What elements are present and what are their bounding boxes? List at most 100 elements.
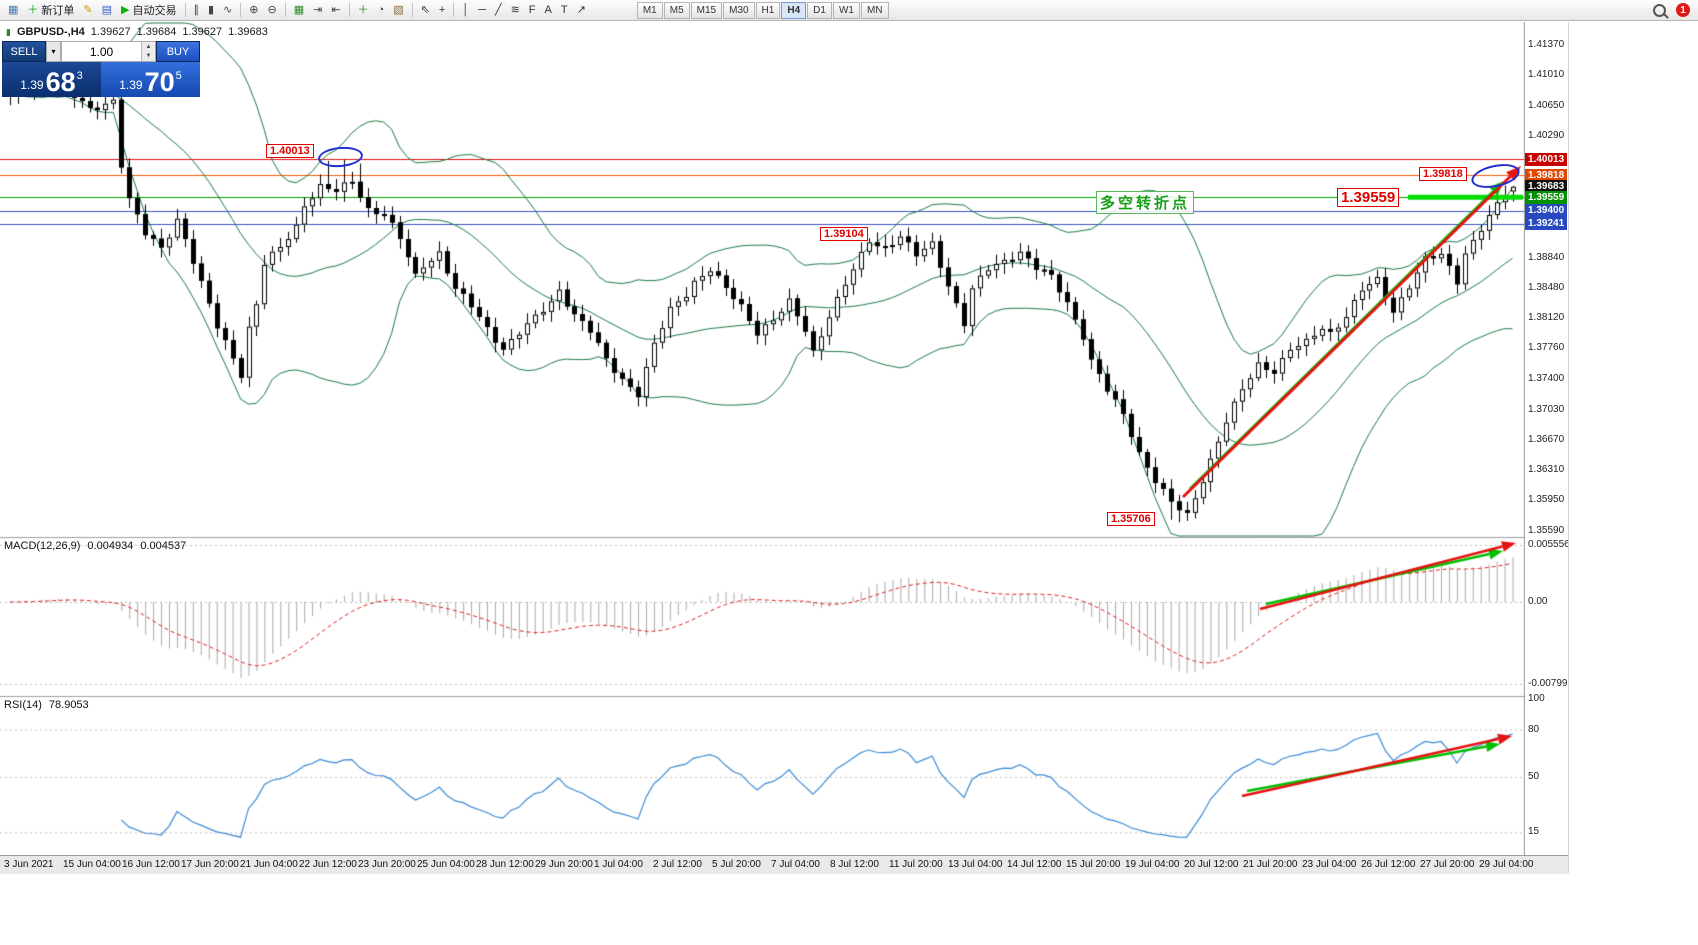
price-annotation-box[interactable]: 1.39104 [820,227,868,241]
market-watch-icon[interactable]: ▤ [98,1,116,19]
zoom-out-icon[interactable]: ⊖ [264,1,281,19]
buy-price-pips: 70 [144,67,175,97]
price-annotation-box[interactable]: 1.39818 [1419,167,1467,181]
buy-price-display[interactable]: 1.39 70 5 [101,62,200,97]
zoom-in-icon[interactable]: ⊕ [245,1,262,19]
time-label: 16 Jun 12:00 [122,859,180,870]
price-tick: 1.38480 [1528,281,1565,293]
timeframe-m1[interactable]: M1 [636,1,663,19]
price-tick: 1.40650 [1528,99,1565,111]
price-tick: 1.35590 [1528,524,1565,536]
macd-indicator-label: MACD(12,26,9) 0.004934 0.004537 [4,540,186,552]
macd-value-main: 0.004934 [87,540,134,552]
time-label: 29 Jun 20:00 [535,859,593,870]
metaeditor-icon[interactable]: ✎ [79,1,96,19]
price-tick: 1.38120 [1528,312,1565,324]
time-label: 11 Jul 20:00 [889,859,943,870]
volume-input[interactable] [62,42,141,61]
toolbar-separator [348,3,350,17]
price-annotation-box[interactable]: 1.39559 [1337,188,1400,207]
timeframe-m15[interactable]: M15 [690,1,723,19]
main-toolbar: ▦ ＋新订单 ✎ ▤ ▶ 自动交易 ∥ ▮ ∿ ⊕ ⊖ ▦ ⇥ ⇤ ＋ ◔ ▧ ⇖ + │ ─ ╱ ≋ F A T ↗ M1 M5 M1… [0,0,1698,21]
chart-window-icon: ▦ [8,3,19,16]
chart-shift-icon[interactable]: ⇤ [327,1,344,19]
crosshair-icon: + [438,3,446,16]
text-label-icon[interactable]: T [557,1,572,19]
metaeditor-icon: ✎ [83,3,93,16]
equidistant-channel-icon[interactable]: ≋ [507,1,524,19]
buy-button[interactable]: BUY [156,41,200,62]
timeframe-m30[interactable]: M30 [723,1,755,19]
chart-window-icon[interactable]: ▦ [4,1,22,19]
candlestick-icon: ▮ [6,26,11,37]
chart-shift-icon: ⇤ [331,3,341,16]
price-scale[interactable]: 1.41370 1.41010 1.40650 1.40290 1.38840 1.384… [1525,22,1570,855]
trendline-icon[interactable]: ╱ [491,1,506,19]
time-axis[interactable]: 3 Jun 2021 15 Jun 04:00 16 Jun 12:00 17 Jun… [0,855,1568,874]
price-level-label: 1.39559 [1525,190,1567,204]
price-tick: 1.40290 [1528,129,1565,141]
text-icon[interactable]: A [541,1,556,19]
buy-price-point: 5 [175,70,182,82]
timeframe-d1[interactable]: D1 [807,1,832,19]
time-label: 21 Jul 20:00 [1243,859,1298,870]
price-annotation-box[interactable]: 1.40013 [266,144,314,158]
horizontal-line-icon[interactable]: ─ [474,1,490,19]
cursor-icon[interactable]: ⇖ [417,1,434,19]
arrows-tool-icon[interactable]: ↗ [573,1,590,19]
time-label: 25 Jun 04:00 [417,859,475,870]
toolbar-separator [184,3,186,17]
price-annotation-box[interactable]: 1.35706 [1107,512,1155,526]
timeframe-h4[interactable]: H4 [781,1,807,19]
tile-windows-icon: ▦ [293,3,305,16]
sell-button[interactable]: SELL [2,41,46,62]
turning-point-label[interactable]: 多空转折点 [1096,191,1195,214]
search-icon[interactable] [1653,3,1666,17]
price-tick: 1.37400 [1528,372,1565,384]
bar-chart-icon[interactable]: ∥ [190,1,204,19]
time-label: 13 Jul 04:00 [948,859,1003,870]
time-label: 20 Jul 12:00 [1184,859,1239,870]
time-label: 23 Jun 20:00 [358,859,416,870]
price-tick: 1.36670 [1528,433,1565,445]
time-label: 15 Jul 20:00 [1066,859,1121,870]
templates-icon[interactable]: ▧ [389,1,407,19]
crosshair-icon[interactable]: + [435,1,449,19]
indicators-icon[interactable]: ＋ [354,1,373,19]
periods-icon[interactable]: ◔ [374,1,389,19]
price-level-label: 1.39400 [1525,204,1567,218]
vertical-line-icon[interactable]: │ [458,1,473,19]
ellipse-annotation[interactable] [1469,160,1522,192]
order-mode-dropdown[interactable]: ▾ [46,41,61,62]
rsi-scale-tick: 80 [1528,723,1540,735]
time-label: 8 Jul 12:00 [830,859,879,870]
zoom-in-icon: ⊕ [249,3,259,16]
new-order-button[interactable]: ＋新订单 [23,1,78,19]
templates-icon: ▧ [393,3,404,16]
timeframe-h1[interactable]: H1 [755,1,781,19]
auto-trading-button[interactable]: ▶ 自动交易 [117,1,180,19]
line-chart-icon[interactable]: ∿ [219,1,236,19]
macd-scale-tick: -0.00799 [1528,677,1568,689]
volume-control: ▲ ▼ [61,41,156,62]
price-tick: 1.35950 [1528,494,1565,506]
price-tick: 1.41010 [1528,69,1565,81]
fibonacci-icon[interactable]: F [525,1,540,19]
timeframe-w1[interactable]: W1 [832,1,860,19]
volume-down-icon[interactable]: ▼ [142,51,155,61]
ellipse-annotation[interactable] [317,145,364,169]
time-label: 22 Jun 12:00 [299,859,357,870]
one-click-top-row: SELL ▾ ▲ ▼ BUY [2,41,200,62]
timeframe-m5[interactable]: M5 [663,1,690,19]
toolbar-separator [284,3,286,17]
time-label: 1 Jul 04:00 [594,859,643,870]
auto-scroll-icon[interactable]: ⇥ [309,1,326,19]
sell-price-display[interactable]: 1.39 68 3 [2,62,101,97]
volume-up-icon[interactable]: ▲ [142,42,155,52]
candlestick-chart-icon[interactable]: ▮ [204,1,218,19]
notifications-badge[interactable]: 1 [1676,3,1690,17]
timeframe-mn[interactable]: MN [860,1,889,19]
chart-info-bar: ▮ GBPUSD-,H4 1.39627 1.39684 1.39627 1.3… [6,26,268,38]
tile-windows-icon[interactable]: ▦ [290,1,308,19]
